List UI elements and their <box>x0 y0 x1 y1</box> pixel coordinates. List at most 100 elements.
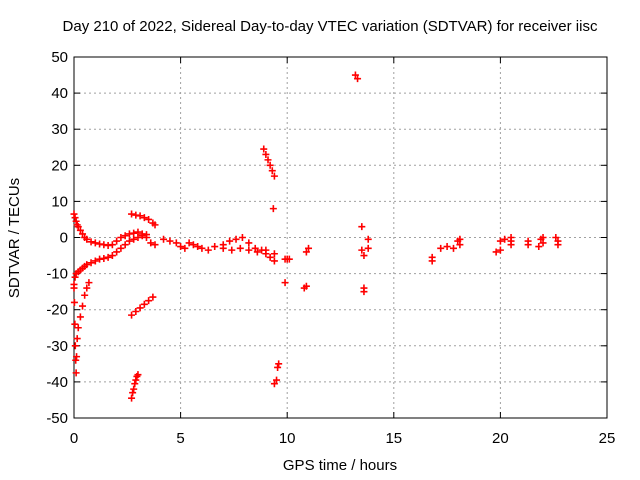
data-point <box>151 241 159 249</box>
data-point <box>437 244 445 252</box>
data-point <box>129 389 137 397</box>
y-tick-label: 50 <box>51 49 68 66</box>
data-point <box>524 237 532 245</box>
data-point <box>130 385 138 393</box>
grid-lines <box>74 57 607 418</box>
data-point <box>198 244 206 252</box>
y-tick-label: 10 <box>51 193 68 210</box>
data-point <box>91 239 99 247</box>
data-point <box>79 302 87 310</box>
data-point <box>128 311 136 319</box>
data-point <box>228 246 236 254</box>
data-point <box>172 239 180 247</box>
data-point <box>117 244 125 252</box>
data-point <box>71 320 79 328</box>
data-point <box>273 376 281 384</box>
data-point <box>140 214 148 222</box>
data-point <box>113 248 121 256</box>
data-point <box>108 241 116 249</box>
data-point <box>72 356 80 364</box>
data-point <box>140 300 148 308</box>
x-tick-label: 15 <box>385 430 402 447</box>
data-point <box>260 145 268 153</box>
x-tick-label: 20 <box>492 430 509 447</box>
data-point <box>181 244 189 252</box>
data-point <box>81 291 89 299</box>
data-point <box>145 215 153 223</box>
data-point <box>305 244 313 252</box>
data-point <box>160 235 168 243</box>
y-tick-label: -50 <box>46 410 68 427</box>
data-point <box>73 353 81 361</box>
data-point <box>72 217 80 225</box>
data-point <box>147 239 155 247</box>
x-axis-label: GPS time / hours <box>283 457 397 474</box>
data-point <box>496 246 504 254</box>
data-point <box>72 369 80 377</box>
data-point <box>83 261 91 269</box>
data-point <box>251 244 259 252</box>
data-point <box>236 244 244 252</box>
data-point <box>128 394 136 402</box>
axis-ticks: 0 5 10 15 20 25 -50 -40 -30 -20 -10 0 10 20 30 40 50 <box>46 49 615 447</box>
data-point <box>76 313 84 321</box>
data-point <box>443 243 451 251</box>
data-point <box>70 298 78 306</box>
data-point <box>270 172 278 180</box>
data-point <box>364 244 372 252</box>
data-point <box>83 235 91 243</box>
data-point <box>125 237 133 245</box>
data-point <box>130 235 138 243</box>
data-point <box>211 243 219 251</box>
data-point <box>270 380 278 388</box>
data-point <box>449 244 457 252</box>
data-point <box>274 363 282 371</box>
data-point <box>149 293 157 301</box>
data-point <box>71 342 79 350</box>
y-tick-label: -10 <box>46 266 68 283</box>
data-point <box>83 284 91 292</box>
data-points <box>70 71 562 402</box>
data-point <box>166 237 174 245</box>
data-point <box>238 234 246 241</box>
data-point <box>132 376 140 384</box>
x-tick-label: 0 <box>70 430 78 447</box>
data-point <box>177 243 185 251</box>
data-point <box>113 237 121 245</box>
data-point <box>142 234 150 241</box>
y-tick-label: -20 <box>46 302 68 319</box>
data-point <box>360 252 368 260</box>
data-point <box>70 210 78 218</box>
data-point <box>73 335 81 343</box>
data-point <box>131 380 139 388</box>
data-point <box>71 214 79 222</box>
x-tick-label: 5 <box>176 430 184 447</box>
data-point <box>100 254 108 262</box>
data-point <box>130 229 138 237</box>
y-axis-label: SDTVAR / TECUs <box>6 178 23 298</box>
data-point <box>151 221 159 229</box>
data-point <box>539 234 547 241</box>
y-tick-label: 30 <box>51 121 68 138</box>
data-point <box>204 246 212 254</box>
data-point <box>456 241 464 249</box>
data-point <box>535 243 543 251</box>
y-tick-label: 20 <box>51 157 68 174</box>
data-point <box>87 259 95 267</box>
data-point <box>138 230 146 238</box>
data-point <box>70 284 78 292</box>
data-point <box>492 248 500 256</box>
chart-title: Day 210 of 2022, Sidereal Day-to-day VTE… <box>62 18 598 35</box>
data-point <box>76 226 84 234</box>
data-point <box>358 246 366 254</box>
data-point <box>270 250 278 258</box>
x-tick-label: 10 <box>279 430 296 447</box>
data-point <box>128 210 136 218</box>
data-point <box>262 150 270 158</box>
data-point <box>507 234 515 241</box>
data-point <box>132 308 140 316</box>
data-point <box>145 297 153 305</box>
y-tick-label: -30 <box>46 338 68 355</box>
data-point <box>134 371 142 379</box>
